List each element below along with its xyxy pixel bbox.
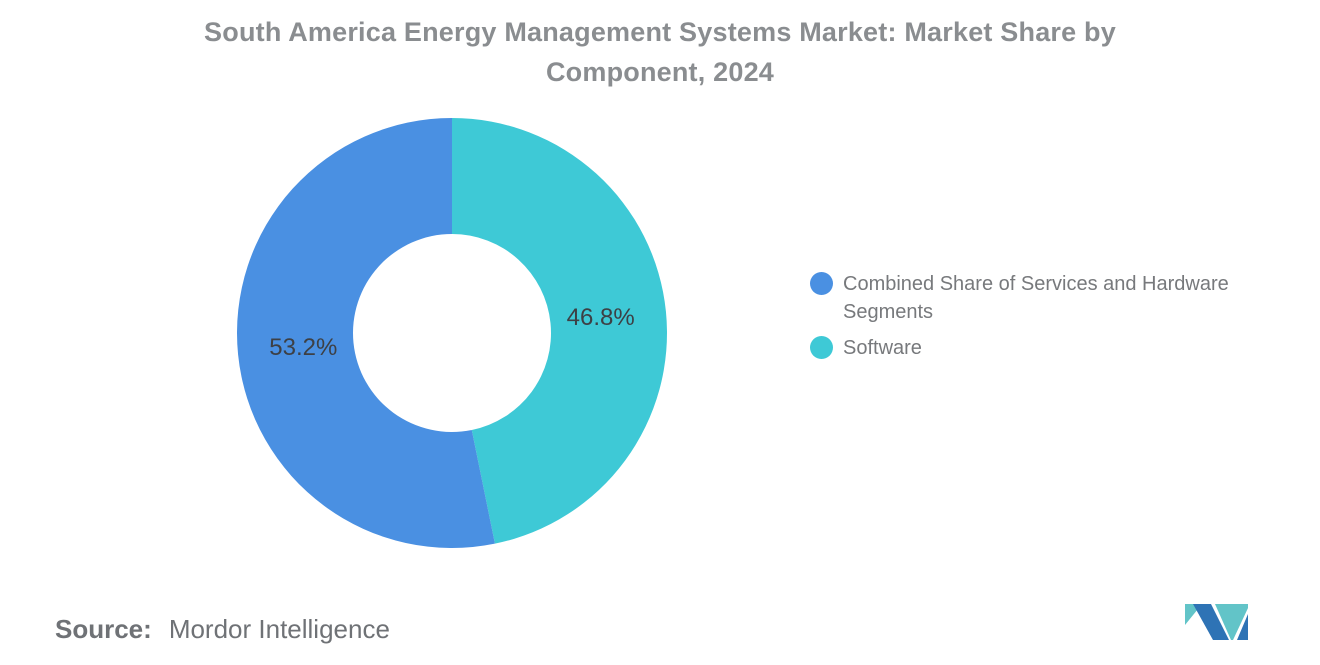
donut-chart: 46.8% 53.2% [237, 118, 667, 548]
pie-slice-1 [452, 118, 667, 544]
legend-item-software: Software [810, 334, 1280, 362]
source-line: Source: Mordor Intelligence [55, 614, 390, 645]
legend-item-combined: Combined Share of Services and Hardware … [810, 270, 1280, 326]
pie-slice-0 [237, 118, 495, 548]
legend-label-software: Software [843, 337, 922, 359]
slice-value-label-0: 53.2% [269, 333, 338, 361]
source-name: Mordor Intelligence [168, 614, 390, 644]
slice-value-label-1: 46.8% [566, 304, 635, 331]
legend-label-combined: Combined Share of Services and Hardware … [843, 273, 1229, 323]
legend-dot-combined [810, 272, 833, 295]
mordor-intelligence-logo-icon [1185, 604, 1248, 640]
legend: Combined Share of Services and Hardware … [810, 270, 1280, 362]
donut-chart-svg [237, 118, 667, 548]
legend-dot-software [810, 336, 833, 359]
source-prefix: Source: [55, 614, 152, 644]
chart-title: South America Energy Management Systems … [204, 17, 1116, 87]
